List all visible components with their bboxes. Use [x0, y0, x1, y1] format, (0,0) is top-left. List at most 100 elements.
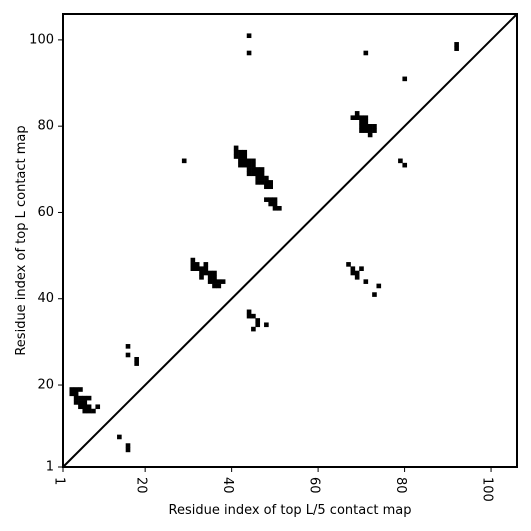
- contact-cell-lower: [194, 262, 200, 267]
- contact-cell-lower: [251, 326, 256, 332]
- contact-cell-lower: [73, 387, 79, 392]
- contact-cell-upper: [363, 115, 369, 120]
- contact-cell-upper: [367, 128, 373, 133]
- contact-cell-upper: [372, 128, 377, 133]
- contact-cell-lower: [73, 400, 79, 405]
- contact-cell-upper: [238, 154, 243, 159]
- contact-cell-lower: [125, 352, 131, 358]
- contact-cell-lower: [203, 262, 209, 267]
- contact-cell-lower: [190, 266, 196, 271]
- contact-cell-lower: [246, 309, 252, 315]
- contact-cell-upper: [251, 167, 256, 172]
- x-tick-label: 1: [52, 477, 67, 485]
- contact-cell-upper: [268, 184, 274, 190]
- contact-cell-lower: [216, 283, 222, 289]
- contact-cell-lower: [194, 266, 200, 271]
- contact-cell-upper: [402, 162, 408, 168]
- contact-cell-lower: [82, 408, 88, 414]
- contact-cell-upper: [255, 167, 261, 172]
- contact-cell-lower: [255, 322, 261, 328]
- contact-cell-lower: [82, 395, 88, 401]
- diagonal-line: [62, 13, 518, 468]
- contact-cell-upper: [264, 197, 269, 202]
- contact-cell-lower: [73, 391, 79, 397]
- contact-cell-upper: [233, 149, 239, 155]
- contact-cell-upper: [277, 205, 282, 211]
- contact-cell-lower: [376, 283, 382, 289]
- x-tick-label: 80: [393, 477, 408, 494]
- contact-cell-upper: [354, 115, 360, 120]
- contact-cell-upper: [367, 132, 373, 138]
- contact-cell-lower: [69, 387, 75, 392]
- contact-cell-upper: [246, 158, 252, 164]
- contact-cell-upper: [272, 205, 278, 211]
- contact-cell-lower: [203, 270, 209, 276]
- contact-cell-lower: [251, 313, 256, 319]
- y-tick-label: 20: [37, 378, 54, 393]
- contact-cell-upper: [359, 115, 364, 120]
- contact-cell-lower: [264, 322, 269, 328]
- contact-cell-lower: [125, 344, 131, 349]
- contact-cell-upper: [398, 158, 403, 164]
- y-axis-ticks: 1 20 40 60 80 100: [29, 32, 63, 475]
- y-tick-label: 40: [37, 291, 54, 306]
- contact-cell-upper: [246, 171, 252, 177]
- contact-cell-upper: [233, 145, 239, 151]
- contact-cell-upper: [363, 119, 369, 125]
- x-tick-label: 100: [480, 477, 495, 502]
- contact-cell-lower: [78, 400, 83, 405]
- contact-cell-lower: [86, 395, 92, 401]
- contact-cell-upper: [268, 197, 274, 202]
- contact-cell-upper: [251, 162, 256, 168]
- plot-frame: [62, 13, 518, 468]
- contact-cell-upper: [238, 162, 243, 168]
- contact-cell-lower: [86, 404, 92, 410]
- contact-cell-lower: [117, 434, 122, 440]
- contact-cell-upper: [238, 158, 243, 164]
- contact-cell-upper: [264, 184, 269, 190]
- y-axis-label: Residue index of top L contact map: [14, 125, 29, 355]
- y-tick-label: 1: [46, 460, 54, 475]
- contact-cell-lower: [359, 266, 364, 271]
- contact-cell-upper: [259, 167, 265, 172]
- contact-cells: [69, 33, 459, 453]
- x-axis-ticks: 1 20 40 60 80 100: [52, 467, 495, 502]
- contact-cell-lower: [207, 279, 213, 284]
- contact-cell-upper: [363, 50, 369, 56]
- contact-cell-upper: [246, 167, 252, 172]
- contact-cell-lower: [212, 275, 217, 280]
- y-tick-label: 60: [37, 205, 54, 220]
- x-tick-label: 40: [220, 477, 235, 494]
- contact-cell-lower: [125, 443, 131, 448]
- contact-cell-upper: [255, 175, 261, 181]
- contact-cell-upper: [242, 149, 248, 155]
- contact-cell-lower: [350, 270, 356, 276]
- contact-cell-lower: [212, 270, 217, 276]
- contact-cell-lower: [212, 279, 217, 284]
- contact-cell-upper: [246, 162, 252, 168]
- contact-cell-lower: [207, 275, 213, 280]
- contact-cell-upper: [363, 128, 369, 133]
- contact-cell-upper: [354, 111, 360, 116]
- contact-cell-lower: [78, 404, 83, 410]
- contact-cell-lower: [69, 391, 75, 397]
- contact-cell-lower: [354, 270, 360, 276]
- contact-cell-upper: [242, 162, 248, 168]
- contact-cell-upper: [350, 115, 356, 120]
- contact-cell-upper: [255, 171, 261, 177]
- contact-cell-lower: [354, 275, 360, 280]
- contact-cell-lower: [73, 395, 79, 401]
- contact-cell-upper: [238, 149, 243, 155]
- contact-cell-upper: [363, 124, 369, 129]
- contact-cell-upper: [233, 154, 239, 159]
- x-axis-label: Residue index of top L/5 contact map: [169, 503, 412, 518]
- x-tick-label: 60: [307, 477, 322, 494]
- contact-cell-lower: [203, 266, 209, 271]
- contact-cell-upper: [367, 124, 373, 129]
- contact-cell-upper: [251, 171, 256, 177]
- contact-cell-lower: [199, 270, 204, 276]
- contact-cell-lower: [78, 387, 83, 392]
- contact-cell-lower: [216, 279, 222, 284]
- contact-cell-upper: [454, 46, 459, 51]
- contact-cell-lower: [78, 395, 83, 401]
